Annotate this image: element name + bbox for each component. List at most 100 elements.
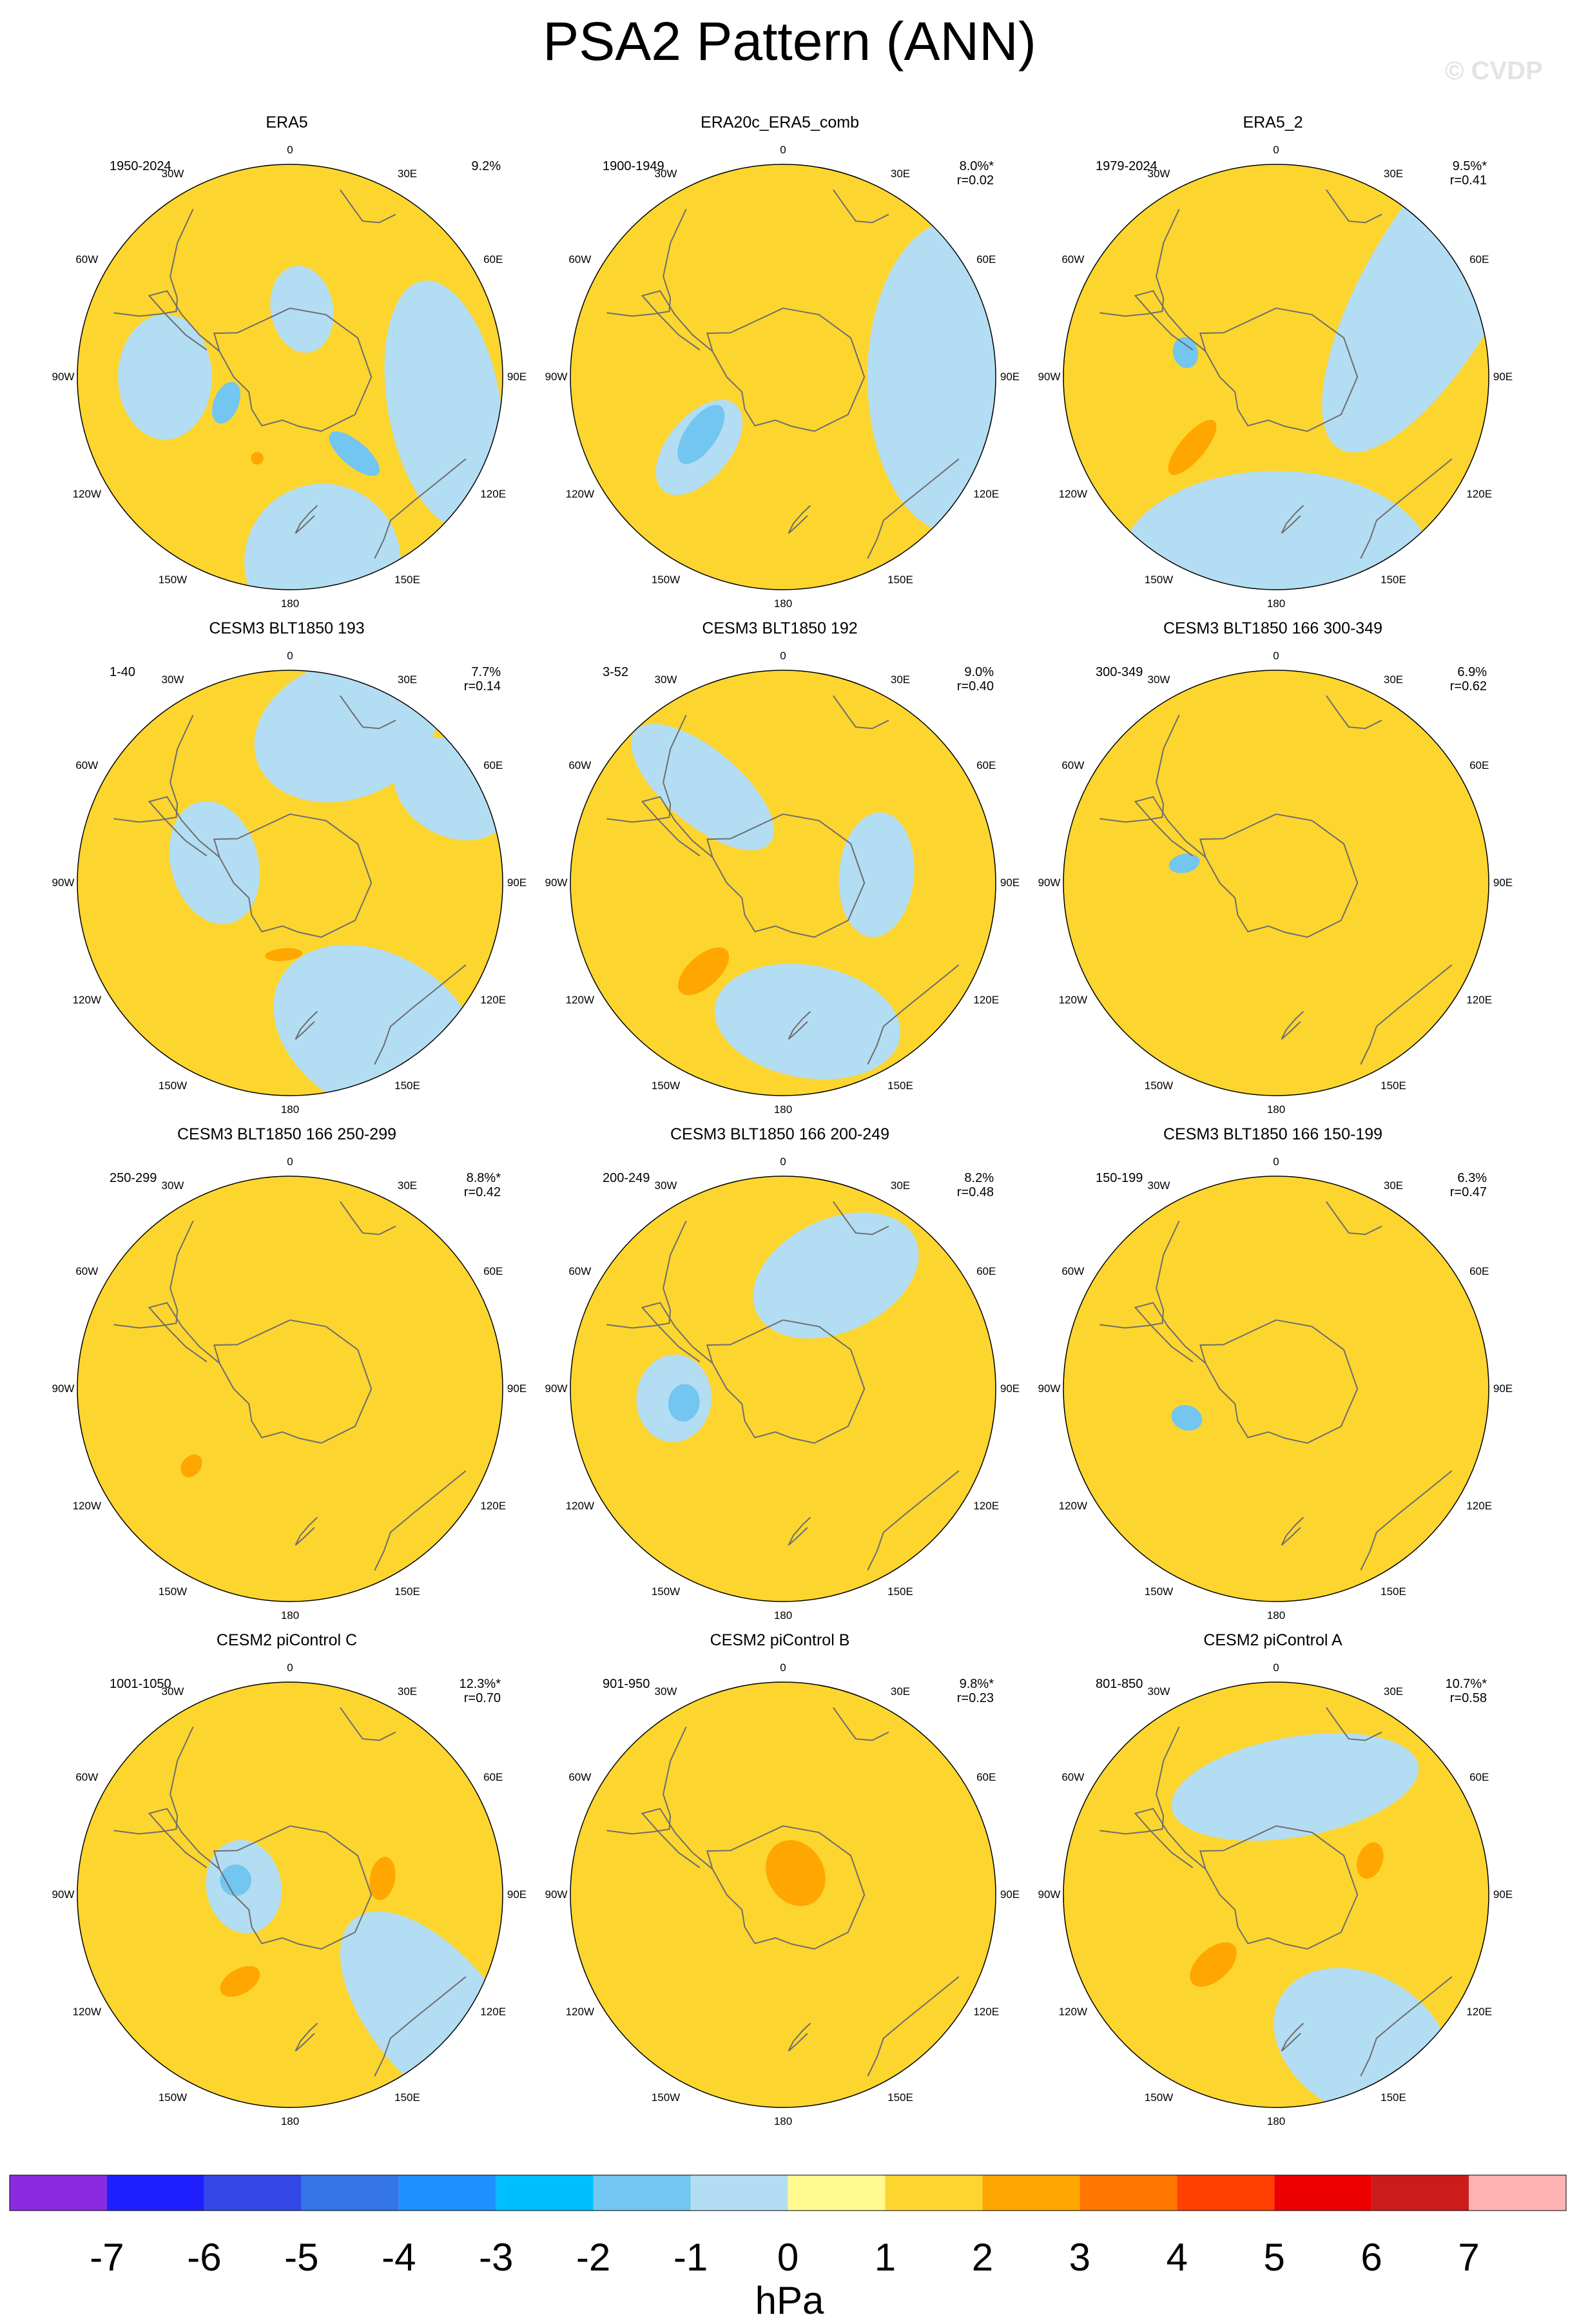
longitude-label: 30W	[161, 1685, 184, 1698]
coastline	[1134, 796, 1206, 858]
coastline	[374, 1470, 467, 1571]
colorbar-tick-label: -7	[90, 2236, 124, 2279]
anomaly-contour	[1168, 420, 1217, 475]
year-range: 1001-1050	[110, 1677, 171, 1691]
longitude-label: 120W	[72, 2006, 102, 2018]
longitude-label: 150E	[394, 574, 420, 586]
coastline	[1326, 1707, 1382, 1741]
anomaly-contour	[570, 1779, 678, 1893]
panel-title: CESM3 BLT1850 166 250-299	[177, 1125, 397, 1143]
panel-title: CESM3 BLT1850 166 300-349	[1163, 619, 1383, 637]
coastline	[213, 1319, 373, 1444]
coastline	[1134, 1808, 1206, 1870]
variance-percent: 8.8%*	[466, 1171, 501, 1185]
anomaly-contour	[1119, 470, 1433, 590]
coastline	[374, 458, 467, 559]
pattern-correlation: r=0.23	[956, 1691, 994, 1705]
longitude-label: 120E	[1466, 1500, 1493, 1512]
longitude-label: 30E	[890, 673, 911, 686]
longitude-label: 180	[1266, 2115, 1286, 2127]
longitude-label: 150W	[651, 574, 681, 586]
colorbar-tick-label: -4	[382, 2236, 416, 2279]
anomaly-contour	[1222, 1429, 1317, 1505]
coastline	[706, 307, 866, 432]
polar-map	[77, 164, 503, 590]
colorbar-swatch	[204, 2175, 302, 2211]
anomaly-contour	[1172, 337, 1199, 369]
colorbar-swatch	[1177, 2175, 1275, 2211]
anomaly-contour	[329, 431, 380, 476]
coastline	[113, 1220, 194, 1329]
coastline	[1281, 1011, 1304, 1040]
longitude-label: 150W	[158, 1585, 188, 1598]
longitude-label: 120W	[565, 994, 595, 1006]
anomaly-contour	[838, 812, 915, 938]
anomaly-contour	[384, 280, 503, 528]
coastline	[1134, 1302, 1206, 1364]
polar-map	[570, 164, 996, 590]
pattern-correlation: r=0.14	[463, 679, 501, 693]
coastline	[641, 1808, 713, 1870]
longitude-label: 0	[287, 650, 293, 662]
anomaly-contour	[1076, 876, 1152, 1008]
colorbar-swatch	[1274, 2175, 1372, 2211]
longitude-label: 150E	[887, 1585, 913, 1598]
longitude-label: 90W	[545, 371, 568, 383]
longitude-label: 120E	[480, 2006, 507, 2018]
anomaly-contour	[213, 429, 280, 476]
anomaly-contour	[714, 963, 901, 1080]
longitude-label: 60W	[75, 1771, 99, 1783]
anomaly-contour	[1171, 1733, 1419, 1841]
longitude-label: 120E	[480, 488, 507, 500]
colorbar-tick-label: 7	[1458, 2236, 1480, 2279]
longitude-label: 120W	[72, 488, 102, 500]
anomaly-contour	[701, 1757, 865, 1895]
coastline	[706, 1319, 866, 1444]
colorbar-swatch	[398, 2175, 496, 2211]
polar-map	[1063, 164, 1489, 590]
longitude-label: 90E	[507, 876, 527, 889]
year-range: 1950-2024	[110, 159, 171, 173]
longitude-label: 120E	[1466, 994, 1493, 1006]
map-panel: CESM3 BLT1850 166 300-349 300-349 6.9% r=0.…	[1022, 619, 1524, 1128]
panel-title: CESM2 piControl A	[1203, 1631, 1342, 1649]
colorbar-swatch	[106, 2175, 204, 2211]
anomaly-contour	[766, 1840, 826, 1906]
anomaly-contour	[211, 382, 241, 424]
longitude-label: 180	[1266, 1609, 1286, 1622]
panel-title: ERA5_2	[1243, 113, 1303, 131]
longitude-label: 30W	[1147, 167, 1170, 180]
longitude-label: 150E	[887, 2091, 913, 2104]
map-background	[77, 164, 503, 590]
longitude-label: 120E	[480, 994, 507, 1006]
longitude-label: 30W	[1147, 673, 1170, 686]
year-range: 1900-1949	[603, 159, 664, 173]
panel-title: CESM3 BLT1850 193	[209, 619, 365, 637]
colorbar-swatch	[10, 2175, 107, 2211]
coastline	[1099, 1220, 1180, 1329]
colorbar-tick-label: 3	[1069, 2236, 1090, 2279]
coastline	[340, 189, 396, 224]
colorbar-swatch	[982, 2175, 1080, 2211]
map-panel: ERA5 1950-2024 9.2% 0 30E 60E 90E 120E 150E 180 15…	[35, 113, 538, 622]
variance-percent: 9.0%	[964, 665, 994, 679]
longitude-label: 60E	[483, 253, 503, 266]
longitude-label: 150E	[887, 1080, 913, 1092]
anomaly-contour	[1138, 1237, 1234, 1325]
longitude-label: 90E	[1000, 1382, 1020, 1395]
colorbar-swatch	[1371, 2175, 1469, 2211]
coastline	[1199, 307, 1359, 432]
longitude-label: 120W	[565, 1500, 595, 1512]
figure-title: PSA2 Pattern (ANN)	[543, 11, 1036, 72]
coastline	[340, 1707, 396, 1741]
longitude-label: 120W	[1058, 488, 1088, 500]
pattern-correlation: r=0.62	[1449, 679, 1487, 693]
colorbar-tick-label: -3	[479, 2236, 514, 2279]
longitude-label: 30E	[1383, 167, 1404, 180]
longitude-label: 30E	[397, 167, 418, 180]
longitude-label: 90W	[52, 876, 75, 889]
coastline	[833, 1707, 889, 1741]
year-range: 1979-2024	[1096, 159, 1158, 173]
longitude-label: 150E	[394, 1080, 420, 1092]
variance-percent: 10.7%*	[1445, 1677, 1487, 1691]
